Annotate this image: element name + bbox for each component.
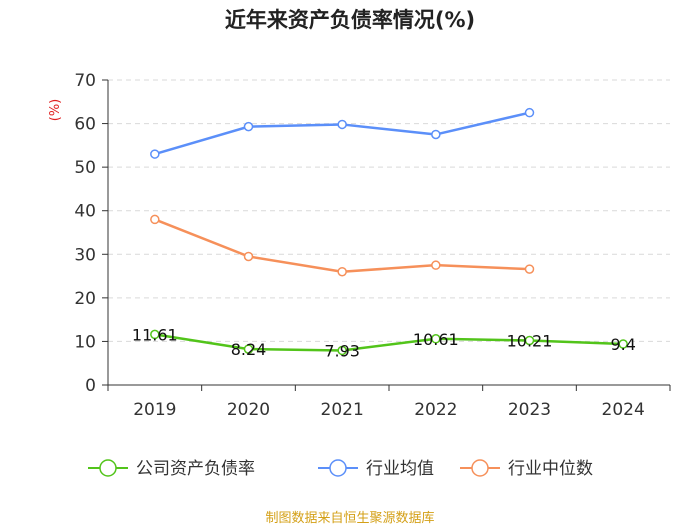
- series-lines: [150, 107, 628, 356]
- data-point-2: [150, 214, 160, 225]
- y-axis-unit-label: (%): [48, 99, 63, 122]
- series-line-2: [154, 218, 530, 273]
- data-point-0: [243, 344, 254, 354]
- series-line-0: [154, 333, 624, 352]
- x-tick-label-2020: 2020: [227, 400, 270, 420]
- data-point-0: [150, 329, 160, 340]
- axes: 0 10 20 30 40 50 60 70 2019 2020 2021 2022 2023 2024: [74, 71, 671, 420]
- x-tick-label-2024: 2024: [602, 400, 645, 420]
- source-footer: 制图数据来自恒生聚源数据库: [265, 511, 435, 526]
- data-point-2: [243, 251, 254, 262]
- x-tick-label-2022: 2022: [414, 400, 457, 420]
- y-tick-label: 20: [74, 289, 96, 309]
- data-label: 10.21: [507, 332, 553, 351]
- y-tick-label: 70: [74, 71, 96, 91]
- y-tick-label: 0: [85, 376, 96, 396]
- x-tick-label-2019: 2019: [133, 400, 176, 420]
- data-point-2: [337, 266, 347, 277]
- data-point-0: [524, 335, 535, 346]
- data-label: 10.61: [413, 330, 459, 349]
- legend-marker-1: [329, 459, 347, 477]
- data-point-1: [524, 107, 535, 118]
- data-point-1: [150, 149, 160, 159]
- y-tick-label: 60: [74, 115, 96, 135]
- y-tick-label: 50: [74, 158, 96, 178]
- legend-label-1: 行业均值: [366, 459, 434, 479]
- x-tick-label-2023: 2023: [508, 400, 551, 420]
- data-point-2: [524, 264, 535, 274]
- data-label: 8.24: [231, 340, 267, 359]
- y-tick-label: 30: [74, 245, 96, 265]
- series-line-1: [154, 111, 530, 156]
- x-tick-label-2021: 2021: [321, 400, 364, 420]
- legend-label-2: 行业中位数: [508, 459, 593, 479]
- y-tick-label: 40: [74, 202, 96, 222]
- data-label: 11.61: [132, 325, 178, 344]
- legend-marker-2: [471, 459, 489, 477]
- data-point-0: [337, 345, 347, 356]
- data-label: 7.93: [324, 341, 360, 360]
- data-point-1: [431, 129, 441, 140]
- data-label: 9.4: [610, 335, 635, 354]
- data-point-0: [431, 334, 441, 344]
- data-point-2: [431, 260, 441, 270]
- y-tick-label: 10: [74, 332, 96, 352]
- legend: 公司资产负债率 行业均值 行业中位数: [88, 459, 593, 479]
- grid-lines: [108, 79, 670, 342]
- chart-title: 近年来资产负债率情况(%): [224, 8, 476, 32]
- data-labels: 11.61 8.24 7.93 10.61 10.21 9.4: [132, 325, 636, 360]
- legend-label-0: 公司资产负债率: [136, 459, 255, 479]
- data-point-1: [337, 119, 347, 130]
- data-point-1: [243, 121, 254, 132]
- data-point-0: [618, 339, 628, 349]
- legend-marker-0: [99, 459, 117, 477]
